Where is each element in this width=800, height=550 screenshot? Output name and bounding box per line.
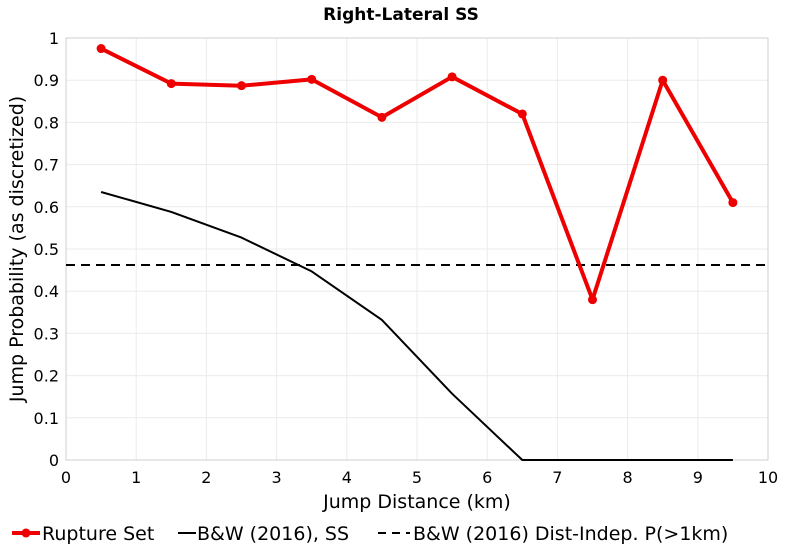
x-tick-label: 0	[61, 468, 71, 487]
rupture-set-point	[96, 44, 106, 54]
y-tick-label: 0.2	[34, 367, 59, 386]
legend-label-bw-ss: B&W (2016), SS	[197, 523, 349, 545]
series-line-bw-ss	[100, 191, 733, 461]
x-tick-labels: 0 1 2 3 4 5 6 7 8 9 10	[61, 468, 778, 487]
y-tick-label: 0.5	[34, 240, 59, 259]
y-tick-labels: 0 0.1 0.2 0.3 0.4 0.5 0.6 0.7 0.8 0.9 1	[34, 29, 59, 470]
x-tick-label: 2	[201, 468, 211, 487]
x-tick-label: 5	[412, 468, 422, 487]
rupture-set-point	[307, 74, 317, 84]
rupture-set-point	[237, 81, 246, 91]
y-tick-label: 1	[49, 29, 59, 48]
legend: Rupture Set B&W (2016), SS B&W (2016) Dist…	[12, 523, 728, 545]
rupture-set-point	[658, 75, 668, 85]
y-tick-label: 0.3	[34, 324, 59, 343]
legend-label-rupture-set: Rupture Set	[42, 523, 154, 545]
x-tick-label: 4	[342, 468, 352, 487]
rupture-set-point	[166, 79, 176, 89]
y-tick-label: 0.4	[34, 282, 59, 301]
x-tick-label: 8	[623, 468, 633, 487]
x-axis-label: Jump Distance (km)	[322, 491, 511, 513]
y-tick-label: 0.1	[34, 409, 59, 428]
x-tick-label: 10	[758, 468, 778, 487]
rupture-set-point	[517, 109, 527, 119]
y-tick-label: 0	[49, 451, 59, 470]
chart-title: Right-Lateral SS	[323, 5, 479, 25]
x-tick-label: 7	[552, 468, 562, 487]
x-tick-label: 3	[272, 468, 282, 487]
x-tick-label: 6	[482, 468, 492, 487]
y-axis-label: Jump Probability (as discretized)	[6, 96, 28, 403]
x-tick-label: 1	[131, 468, 141, 487]
plot-area-border	[65, 37, 769, 461]
series-line-rupture-set	[100, 46, 735, 302]
rupture-set-point	[447, 72, 457, 82]
y-tick-label: 0.6	[34, 198, 59, 217]
rupture-set-point	[377, 112, 387, 122]
rupture-set-point	[588, 295, 597, 305]
legend-label-dist-indep: B&W (2016) Dist-Indep. P(>1km)	[413, 523, 728, 545]
legend-marker-rupture-set	[21, 528, 31, 538]
grid	[65, 37, 769, 461]
y-tick-label: 0.9	[34, 71, 59, 90]
y-tick-label: 0.7	[34, 156, 59, 175]
y-tick-label: 0.8	[34, 113, 59, 132]
rupture-set-point	[728, 198, 738, 208]
x-tick-label: 9	[693, 468, 703, 487]
series-layer	[66, 44, 768, 461]
